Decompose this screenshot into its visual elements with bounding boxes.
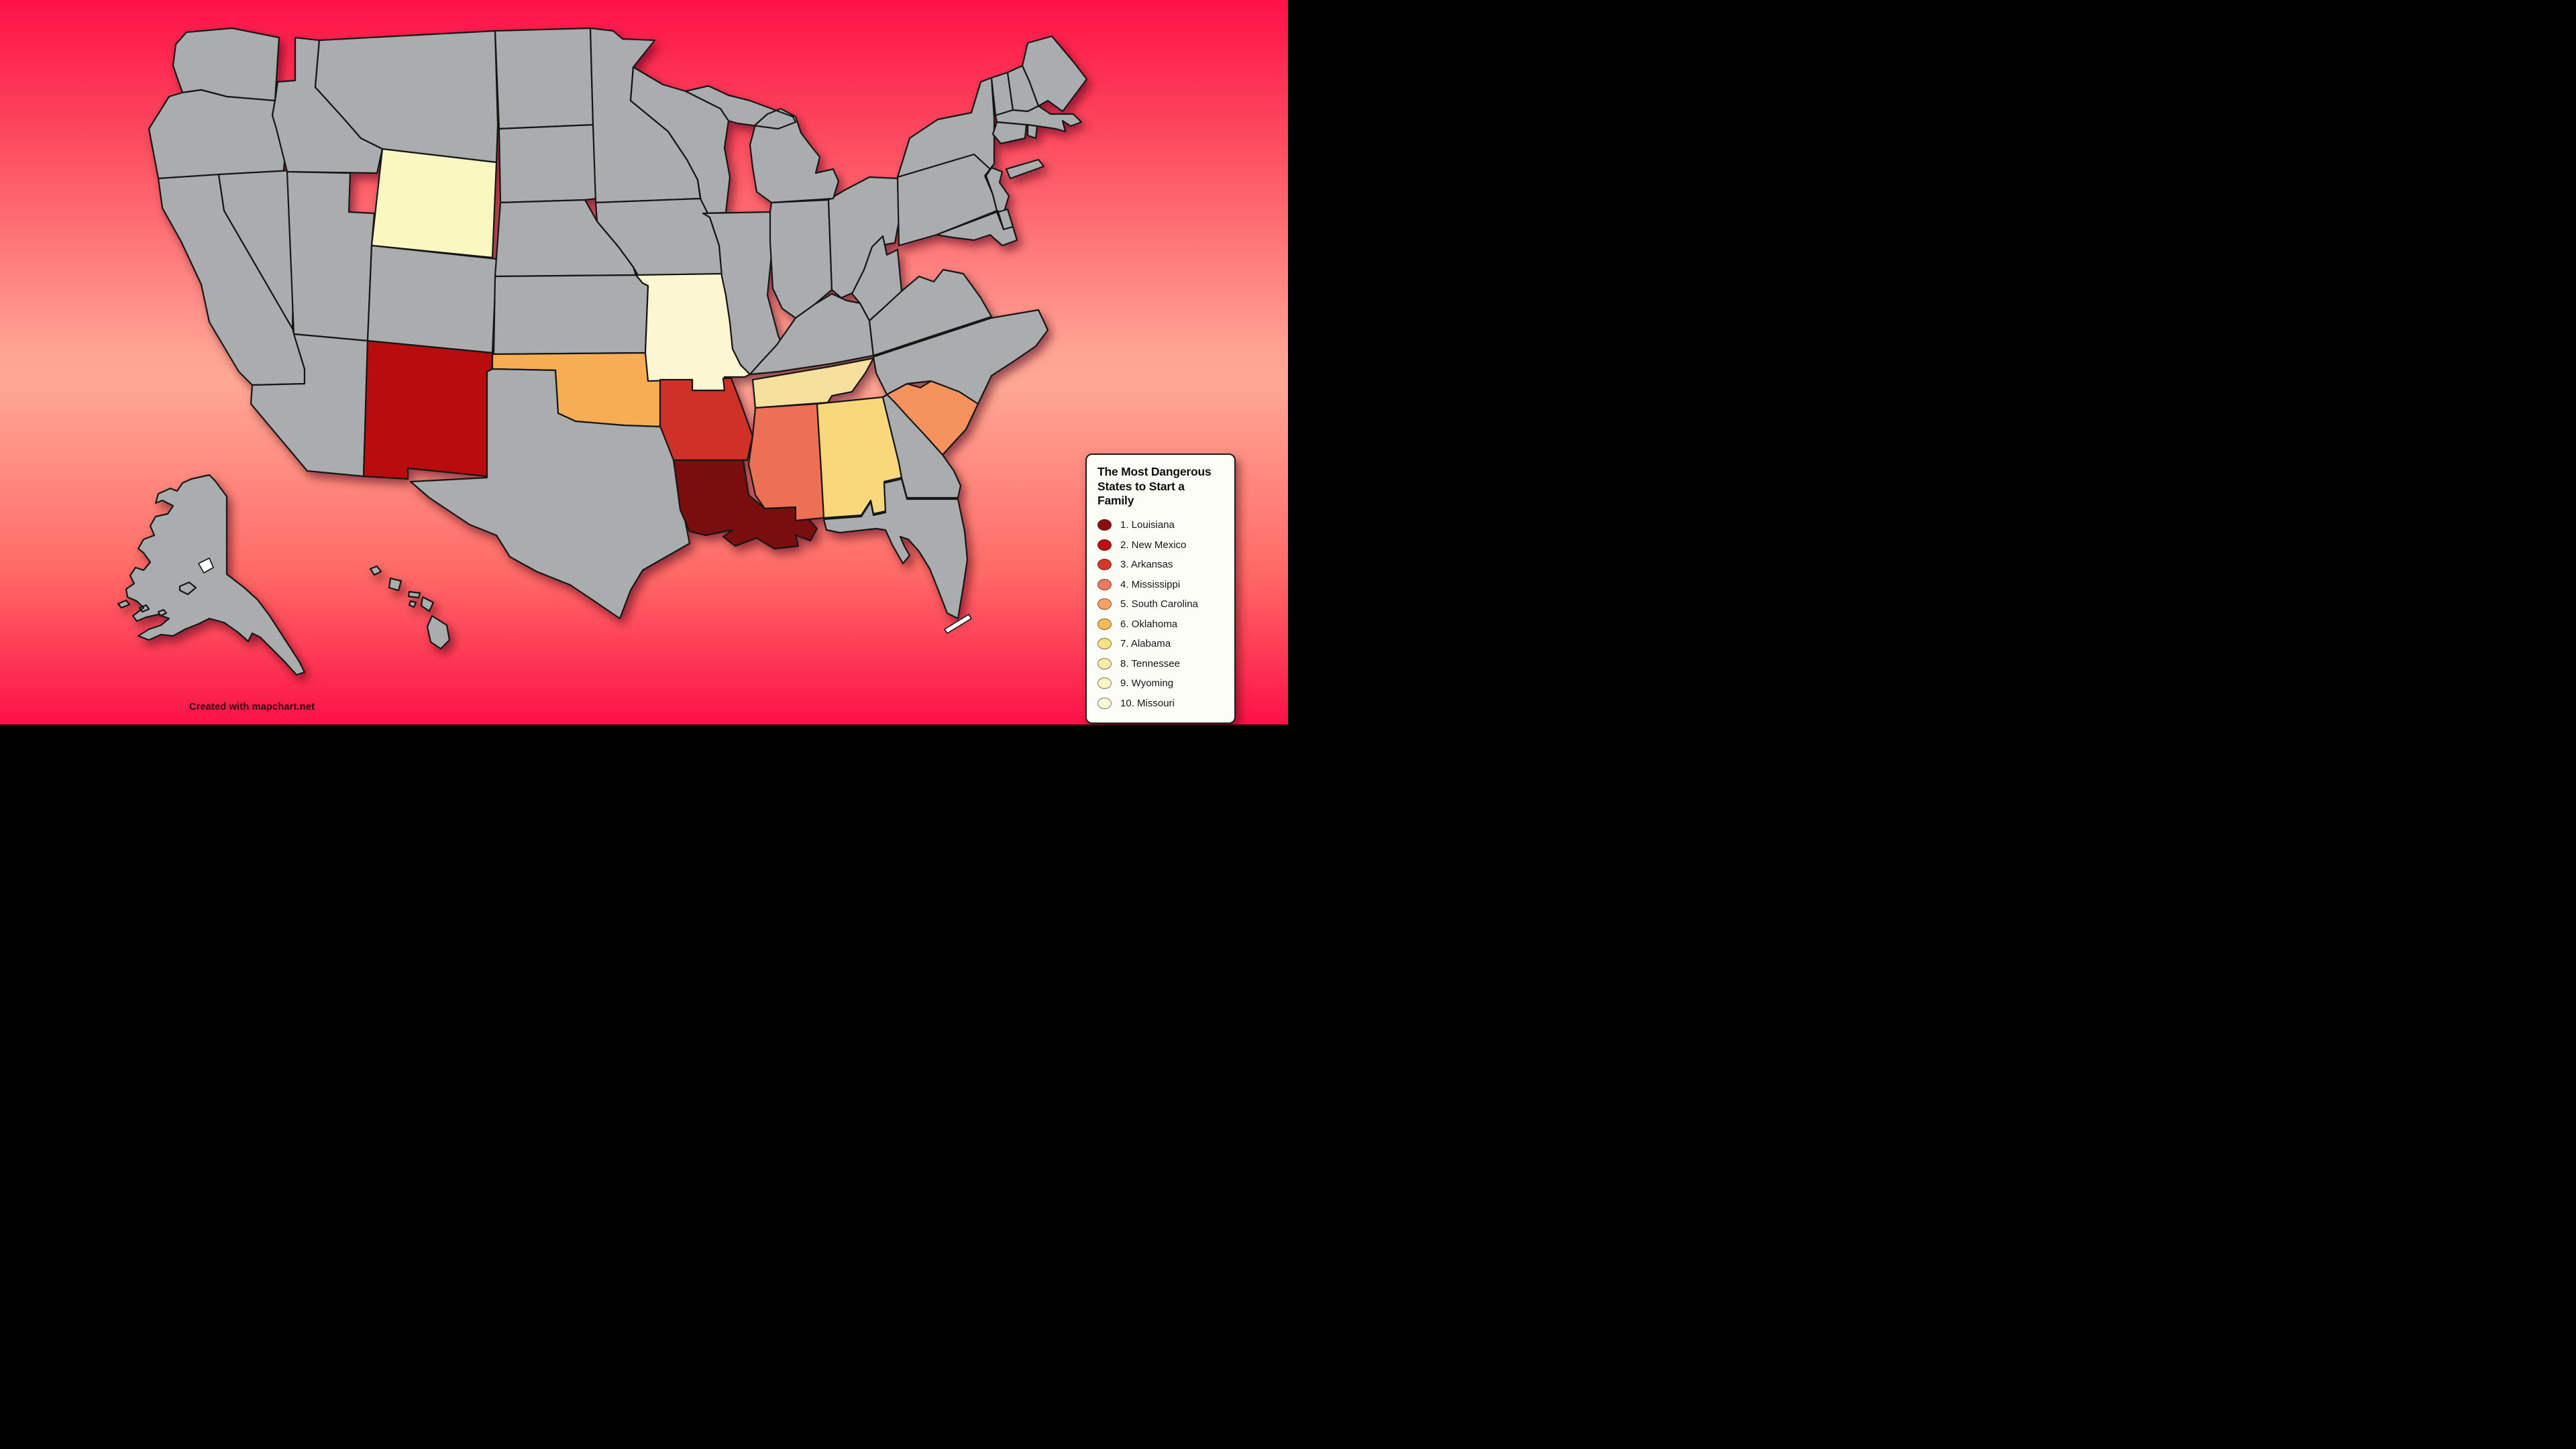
state-new-mexico[interactable] [362, 339, 494, 480]
legend-item-south-carolina: 5. South Carolina [1097, 594, 1224, 614]
state-kentucky[interactable] [749, 292, 875, 376]
legend-color-swatch [1097, 678, 1112, 690]
legend-item-label: 1. Louisiana [1120, 519, 1175, 531]
attribution-text: Created with mapchart.net [189, 702, 315, 712]
state-connecticut[interactable] [991, 121, 1028, 145]
alaska-cook-inlet-water [198, 557, 214, 574]
legend-color-swatch [1097, 559, 1112, 571]
state-alaska[interactable] [117, 474, 306, 676]
legend-color-swatch [1097, 578, 1112, 590]
state-washington[interactable] [172, 27, 280, 102]
state-mississippi[interactable] [747, 402, 825, 522]
us-choropleth-map [117, 27, 1088, 676]
legend-item-label: 3. Arkansas [1120, 559, 1173, 571]
legend-item-mississippi: 4. Mississippi [1097, 575, 1224, 595]
state-michigan[interactable] [684, 85, 840, 204]
state-illinois[interactable] [702, 211, 788, 376]
state-oregon[interactable] [148, 89, 290, 184]
state-texas[interactable] [409, 368, 691, 620]
state-florida[interactable] [822, 478, 969, 620]
legend-color-swatch [1097, 657, 1112, 669]
legend-color-swatch [1097, 598, 1112, 610]
legend-item-new-mexico: 2. New Mexico [1097, 535, 1224, 555]
legend-item-wyoming: 9. Wyoming [1097, 674, 1224, 694]
state-west-virginia[interactable] [851, 235, 903, 322]
legend-color-swatch [1097, 697, 1112, 709]
legend-title: The Most Dangerous States to Start a Fam… [1097, 465, 1212, 508]
legend-list: 1. Louisiana 2. New Mexico 3. Arkansas 4. M… [1097, 515, 1224, 713]
legend-panel: The Most Dangerous States to Start a Fam… [1085, 453, 1236, 724]
state-utah[interactable] [286, 170, 376, 342]
legend-item-label: 5. South Carolina [1120, 598, 1198, 610]
legend-item-label: 4. Mississippi [1120, 578, 1181, 590]
legend-item-arkansas: 3. Arkansas [1097, 555, 1224, 575]
legend-color-swatch [1097, 519, 1112, 531]
state-maine[interactable] [1021, 35, 1088, 113]
legend-color-swatch [1097, 638, 1112, 650]
legend-item-louisiana: 1. Louisiana [1097, 515, 1224, 535]
legend-color-swatch [1097, 618, 1112, 630]
florida-keys-sliver [944, 614, 972, 634]
legend-color-swatch [1097, 539, 1112, 551]
state-maryland[interactable] [935, 211, 1018, 247]
state-colorado[interactable] [366, 244, 498, 354]
state-kansas[interactable] [492, 274, 649, 356]
legend-item-label: 10. Missouri [1120, 697, 1175, 709]
state-north-dakota[interactable] [494, 27, 594, 130]
state-wyoming[interactable] [370, 148, 498, 259]
legend-item-label: 2. New Mexico [1120, 539, 1187, 551]
legend-item-missouri: 10. Missouri [1097, 694, 1224, 714]
legend-item-label: 6. Oklahoma [1120, 618, 1178, 630]
legend-item-label: 7. Alabama [1120, 638, 1171, 650]
state-rhode-island[interactable] [1026, 123, 1038, 140]
state-arkansas[interactable] [659, 377, 754, 462]
legend-item-alabama: 7. Alabama [1097, 634, 1224, 654]
mapchart-canvas: The Most Dangerous States to Start a Fam… [0, 0, 1288, 724]
state-hawaii[interactable] [369, 565, 451, 650]
legend-item-label: 9. Wyoming [1120, 678, 1174, 690]
state-south-carolina[interactable] [885, 380, 979, 456]
state-south-dakota[interactable] [498, 123, 598, 204]
state-north-carolina[interactable] [872, 309, 1049, 405]
legend-item-tennessee: 8. Tennessee [1097, 654, 1224, 674]
legend-item-label: 8. Tennessee [1120, 657, 1180, 669]
legend-item-oklahoma: 6. Oklahoma [1097, 614, 1224, 635]
